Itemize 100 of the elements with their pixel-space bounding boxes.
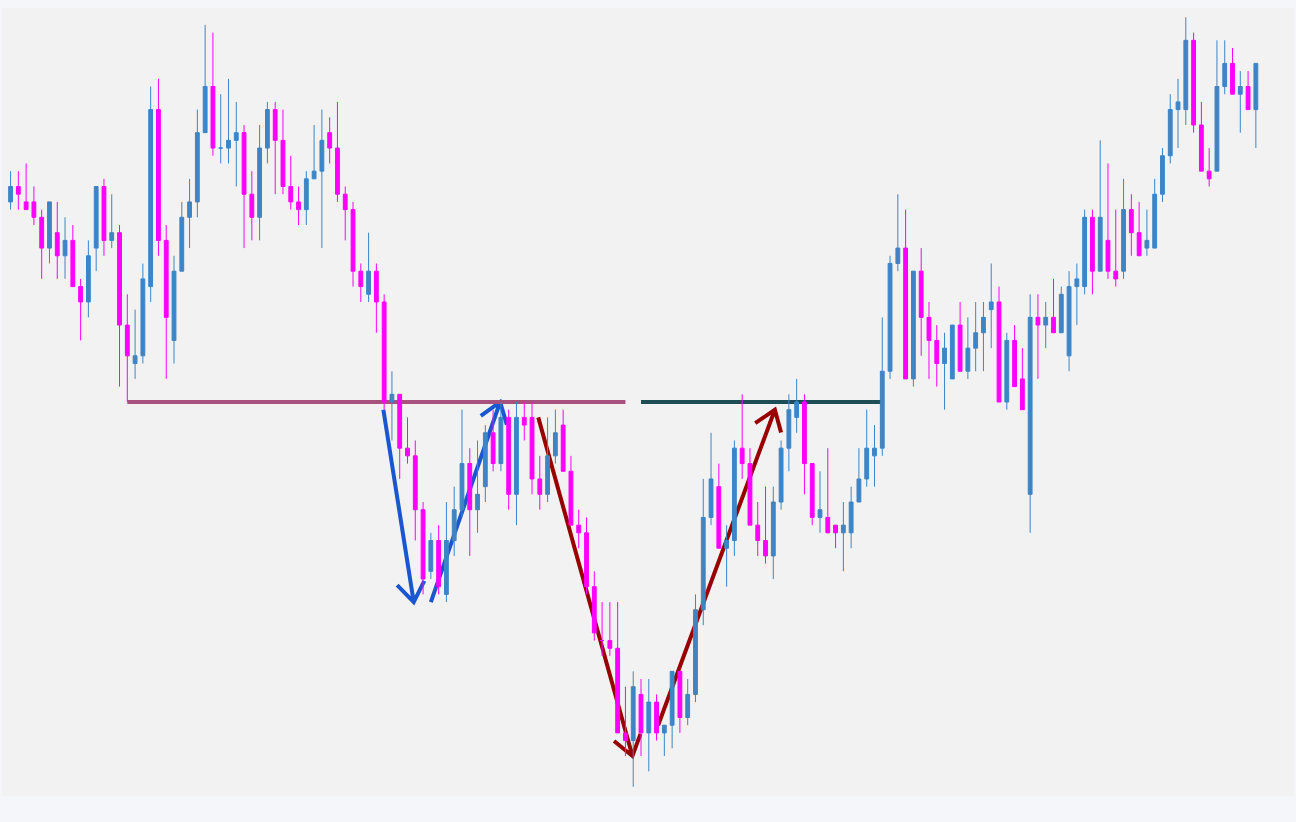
candlestick — [1035, 293, 1041, 380]
candlestick — [1074, 262, 1080, 326]
candlestick — [747, 447, 753, 526]
candlestick — [1128, 193, 1134, 257]
candlestick — [70, 224, 76, 288]
candlestick — [39, 209, 45, 280]
candlestick — [537, 455, 543, 511]
candlestick — [560, 409, 566, 472]
candlestick — [817, 470, 823, 534]
candlestick — [599, 601, 605, 657]
candlestick — [693, 593, 698, 703]
candlestick — [942, 332, 947, 411]
candlestick — [981, 301, 986, 372]
candlestick — [623, 686, 628, 757]
candlestick — [661, 724, 667, 757]
candlestick — [1105, 162, 1111, 280]
candlestick — [171, 255, 177, 365]
candlestick — [1136, 201, 1142, 257]
candlestick — [872, 424, 877, 488]
candlestick — [467, 447, 473, 557]
candlestick — [163, 224, 169, 380]
candlestick — [62, 216, 68, 280]
candlestick — [210, 32, 216, 157]
candlestick — [335, 101, 340, 203]
candlestick — [677, 670, 683, 734]
candlestick — [591, 570, 597, 642]
candlestick — [459, 409, 465, 518]
candlestick — [109, 193, 115, 249]
candlestick — [965, 316, 971, 380]
candlestick — [498, 401, 504, 472]
candlestick — [296, 186, 301, 226]
candlestick — [654, 693, 659, 742]
candlestick — [303, 170, 309, 226]
candlestick — [584, 516, 589, 595]
candlestick — [358, 262, 364, 303]
candlestick — [218, 93, 224, 164]
candlestick — [366, 232, 371, 303]
candlestick — [700, 478, 706, 626]
candlestick — [973, 301, 979, 372]
candlestick — [490, 409, 496, 472]
candlestick — [132, 309, 138, 380]
candlestick — [607, 601, 613, 657]
candlestick — [8, 170, 13, 211]
candlestick — [716, 463, 722, 549]
candlestick — [739, 393, 745, 480]
candlestick — [140, 262, 146, 365]
candlestick — [1043, 301, 1049, 349]
candlestick — [1012, 324, 1017, 388]
candlestick — [646, 678, 652, 772]
candlestick — [763, 486, 768, 565]
candlestick — [405, 416, 410, 465]
candlestick — [879, 316, 885, 457]
candlestick — [156, 78, 161, 257]
candlestick — [47, 201, 52, 264]
candlestick — [272, 101, 278, 195]
candlestick — [825, 447, 831, 534]
candlestick — [54, 201, 60, 280]
candlestick — [708, 432, 714, 526]
candlestick — [101, 178, 107, 257]
candlestick — [615, 601, 621, 734]
candlestick — [903, 209, 909, 380]
candlestick — [1152, 178, 1158, 249]
candlestick — [996, 286, 1002, 403]
candlestick — [1222, 39, 1228, 95]
candlestick — [1090, 209, 1095, 295]
candlestick — [187, 178, 192, 249]
candlestick — [23, 162, 29, 211]
candlestick — [194, 109, 200, 218]
candlestick — [568, 455, 574, 526]
candlestick — [241, 124, 247, 249]
candlestick — [148, 85, 154, 303]
candlestick — [988, 262, 994, 349]
candlestick — [630, 670, 636, 788]
candlestick — [1191, 32, 1196, 134]
candlestick — [265, 101, 270, 164]
candlestick — [576, 509, 582, 549]
candlestick — [778, 439, 784, 511]
candlestick — [957, 301, 963, 372]
candlestick — [428, 532, 434, 580]
candlestick — [1051, 278, 1056, 334]
candlestick — [389, 370, 395, 441]
candlestick — [381, 293, 387, 411]
candlestick — [436, 524, 442, 595]
candlestick — [926, 301, 932, 380]
candlestick — [669, 670, 675, 749]
candlestick — [233, 101, 239, 188]
candlestick — [1253, 62, 1259, 149]
candlestick — [1206, 147, 1212, 188]
candlestick — [249, 170, 255, 241]
candlestick — [342, 186, 348, 241]
candlestick — [638, 678, 644, 757]
candlestick — [864, 409, 870, 488]
candlestick — [529, 401, 535, 495]
candlestick — [475, 439, 480, 534]
candlestick — [1144, 209, 1150, 257]
candlestick — [202, 24, 208, 134]
candlestick — [15, 170, 21, 211]
candlestick — [1113, 209, 1119, 288]
candlestick — [1058, 286, 1064, 334]
candlestick — [1160, 147, 1165, 203]
